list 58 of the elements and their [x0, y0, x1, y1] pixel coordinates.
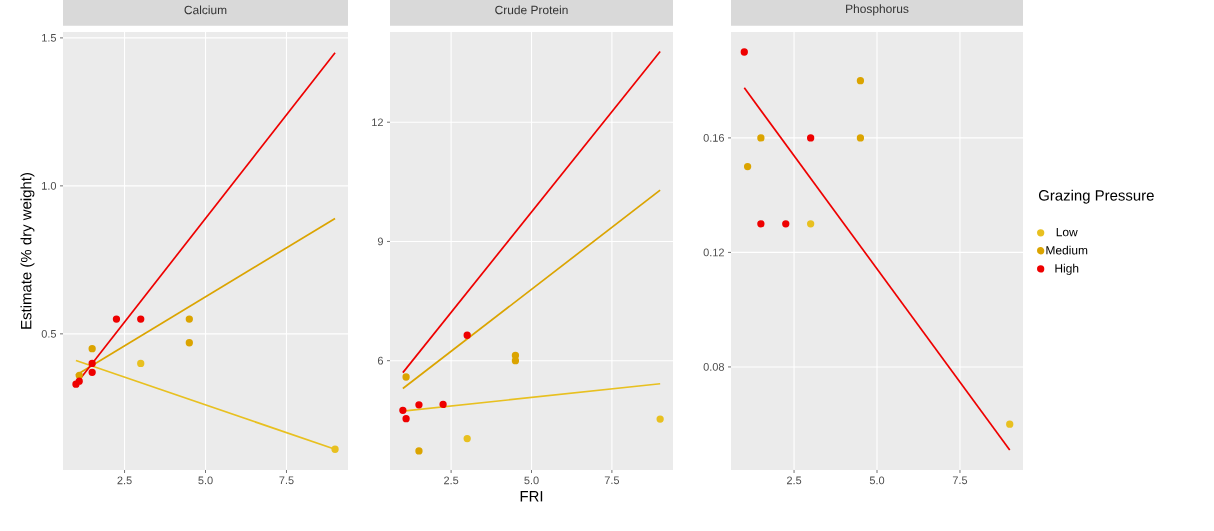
point [807, 220, 815, 228]
y-tick-label: 0.12 [703, 248, 724, 257]
point [743, 162, 752, 171]
point [463, 331, 471, 339]
y-tick-label: 6 [377, 356, 384, 365]
x-tick-label: 7.5 [952, 476, 968, 485]
y-tick-label: 9 [377, 237, 383, 246]
point [511, 357, 520, 365]
legend-label: Medium [1046, 245, 1088, 255]
x-axis-title: FRI [520, 491, 543, 502]
legend-title: Grazing Pressure [1038, 189, 1154, 204]
point [656, 415, 664, 423]
y-axis-title: Estimate (% dry weight) [20, 173, 35, 329]
point [402, 373, 410, 381]
point [75, 371, 83, 379]
point [137, 359, 145, 368]
x-tick-label: 2.5 [444, 476, 459, 485]
point [88, 368, 96, 376]
x-tick-label: 5.0 [524, 476, 539, 485]
point [856, 134, 865, 142]
x-tick-label: 2.5 [786, 476, 802, 485]
point [88, 359, 96, 368]
legend-label: Low [1056, 227, 1078, 237]
x-tick-label: 5.0 [198, 476, 213, 485]
point [331, 445, 339, 453]
chart-title: Calcium [184, 5, 227, 15]
point [740, 48, 748, 56]
x-tick-label: 7.5 [604, 476, 620, 485]
point [185, 315, 193, 323]
point [112, 315, 121, 323]
point [782, 220, 790, 228]
x-tick-label: 5.0 [869, 476, 885, 485]
legend-label: High [1055, 263, 1079, 275]
chart-title: Phosphorus [846, 4, 909, 16]
point [415, 447, 423, 455]
point [757, 134, 765, 142]
x-tick-label: 7.5 [279, 476, 294, 485]
point [88, 344, 96, 353]
y-tick-label: 1.0 [42, 182, 57, 190]
point [463, 434, 471, 443]
point [757, 220, 765, 228]
point [137, 315, 145, 323]
point [439, 400, 447, 409]
chart-title: Crude Protein [495, 5, 568, 15]
y-tick-label: 12 [372, 118, 383, 127]
y-tick-label: 0.16 [703, 134, 725, 142]
y-tick-label: 0.5 [41, 329, 57, 338]
x-tick-label: 2.5 [117, 476, 132, 485]
point [399, 406, 407, 415]
point [402, 415, 410, 423]
point [856, 77, 865, 85]
point [185, 339, 193, 347]
point [807, 134, 815, 142]
point [415, 401, 423, 409]
y-tick-label: 0.08 [703, 363, 725, 371]
point [1006, 420, 1014, 428]
y-tick-label: 1.5 [42, 34, 57, 42]
point [511, 351, 520, 360]
